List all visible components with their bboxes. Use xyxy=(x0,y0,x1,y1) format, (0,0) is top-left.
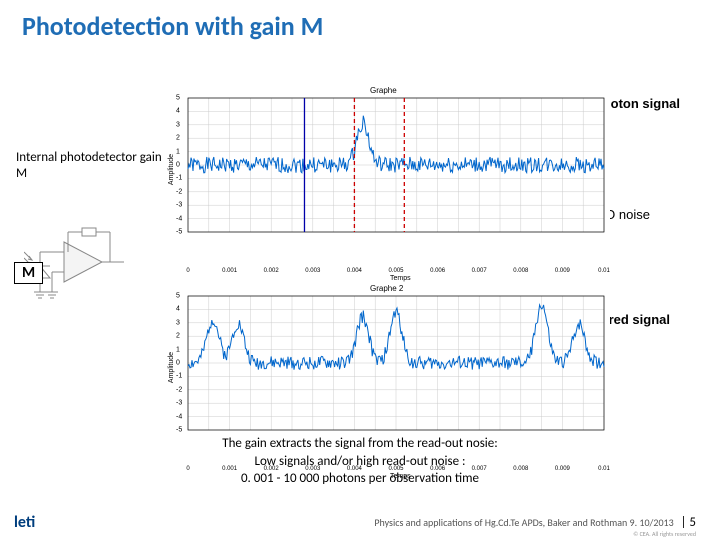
chart2-title: Graphe 2 xyxy=(370,284,403,293)
chart2-ylabel: Amplitude xyxy=(168,352,175,383)
chart1-xlabel: Temps xyxy=(390,275,411,282)
leti-logo: leti xyxy=(14,513,35,532)
footer-cite: Physics and applications of Hg.Cd.Te APD… xyxy=(374,515,696,531)
caption-l2: Low signals and/or high read-out noise : xyxy=(0,453,720,471)
caption: The gain extracts the signal from the re… xyxy=(0,435,720,488)
page-number: | 5 xyxy=(680,515,696,530)
chart1-ylabel: Amplitude xyxy=(168,154,175,185)
chart-top: Graphe Amplitude Temps -5-4-3-2-10123450… xyxy=(170,88,630,278)
page-title: Photodetection with gain M xyxy=(0,0,720,42)
footer-rights: © CEA. All rights reserved xyxy=(374,531,696,538)
caption-l1: The gain extracts the signal from the re… xyxy=(0,435,720,453)
footer: Physics and applications of Hg.Cd.Te APD… xyxy=(374,515,696,538)
content-area: Internal photodetector gain M M x Photon… xyxy=(0,42,720,502)
chart1-title: Graphe xyxy=(370,86,397,95)
detector-label: Internal photodetector gain M xyxy=(16,150,166,181)
caption-l3: 0. 001 - 10 000 photons per observation … xyxy=(0,470,720,488)
gain-m-box: M xyxy=(14,262,43,284)
